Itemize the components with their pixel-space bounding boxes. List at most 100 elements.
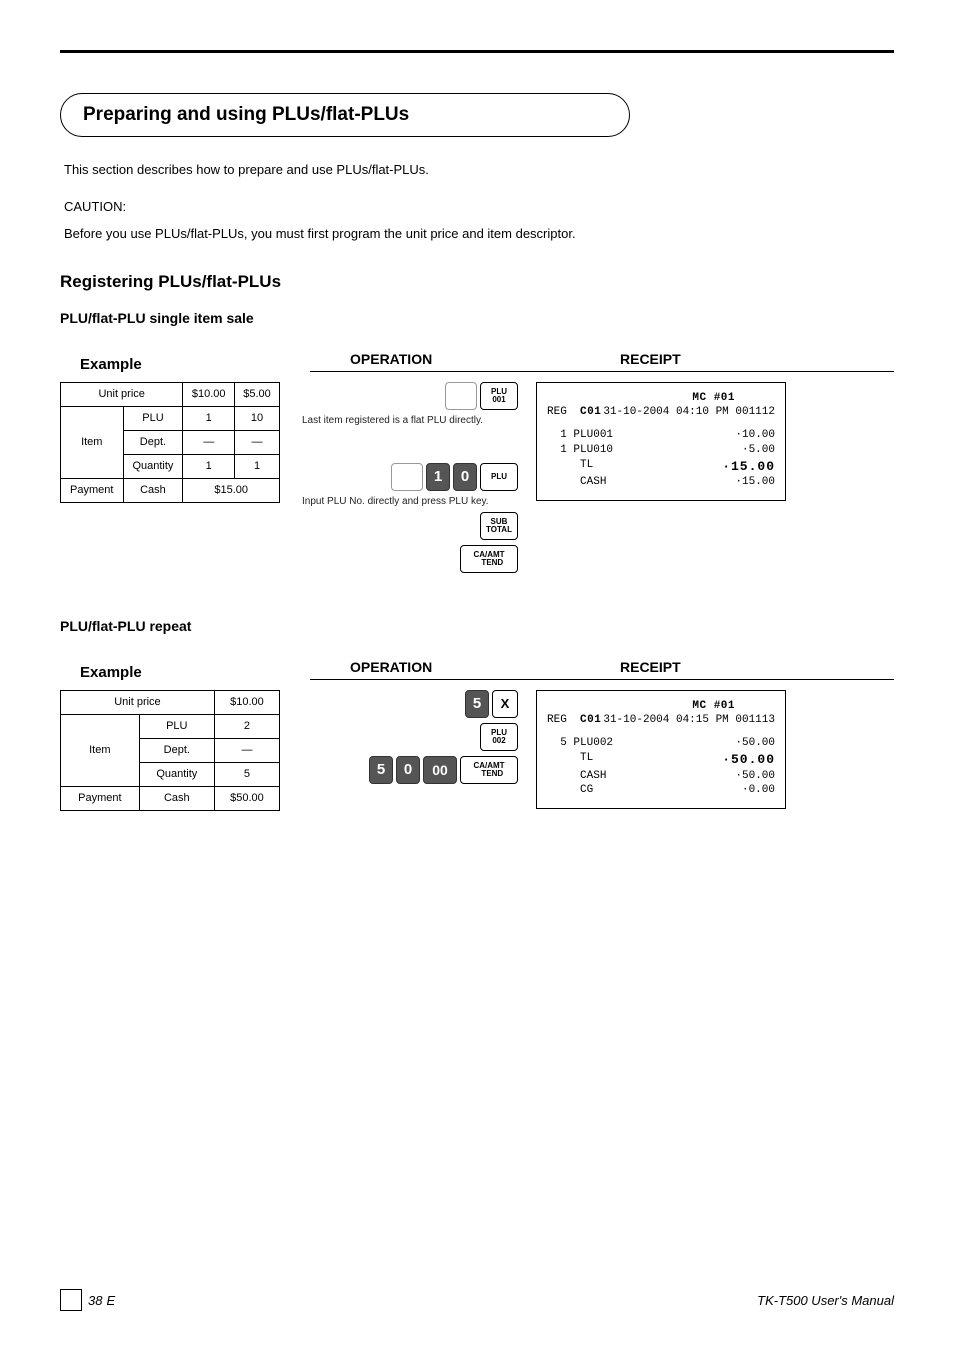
receipt-qty: 5 — [547, 737, 567, 749]
cell: Unit price — [61, 382, 183, 406]
op-line: PLU 002 — [298, 723, 518, 751]
cell: 10 — [235, 406, 280, 430]
cell: — — [235, 430, 280, 454]
receipt-cash-amt: ·50.00 — [735, 769, 775, 784]
op-note: Last item registered is a flat PLU direc… — [302, 415, 518, 427]
blank-key[interactable] — [391, 463, 423, 491]
cell: — — [183, 430, 235, 454]
op-note: Input PLU No. directly and press PLU key… — [302, 496, 518, 508]
receipt-mc: MC #01 — [547, 699, 775, 714]
caution-label: CAUTION: — [64, 199, 126, 214]
digit-5-key[interactable]: 5 — [369, 756, 393, 784]
subsection-a: PLU/flat-PLU single item sale — [60, 310, 894, 326]
receipt-qty: 1 — [547, 444, 567, 456]
page-footer: 38 E TK-T500 User's Manual — [60, 1289, 894, 1311]
operation-header: OPERATION — [310, 659, 540, 675]
op-line: 5 0 00 CA/AMT TEND — [298, 756, 518, 784]
op-line: 5 X — [298, 690, 518, 718]
data-table-1: Unit price $10.00 $5.00 Item PLU 1 10 De… — [60, 382, 280, 503]
multiply-key[interactable]: X — [492, 690, 518, 718]
cell: 1 — [183, 454, 235, 478]
cell: Cash — [139, 786, 214, 810]
subtotal-key[interactable]: SUB TOTAL — [480, 512, 518, 540]
cell: — — [214, 738, 279, 762]
cell: 5 — [214, 762, 279, 786]
cell: 1 — [235, 454, 280, 478]
receipt-item: PLU002 — [573, 737, 613, 749]
section-rule-1 — [310, 371, 894, 372]
receipt-cash: CASH ·50.00 — [547, 769, 775, 784]
cell: Item — [61, 406, 124, 478]
ca-amt-tend-key[interactable]: CA/AMT TEND — [460, 545, 518, 573]
receipt-cash-label: CASH — [580, 770, 606, 782]
digit-5-key[interactable]: 5 — [465, 690, 489, 718]
section-rule-2 — [310, 679, 894, 680]
page-title-bubble: Preparing and using PLUs/flat-PLUs — [60, 93, 630, 137]
cell: $10.00 — [183, 382, 235, 406]
receipt-amt: ·10.00 — [735, 428, 775, 443]
cell: Quantity — [139, 762, 214, 786]
receipt-tl: TL ·50.00 — [547, 751, 775, 769]
receipt-cash: CASH ·15.00 — [547, 475, 775, 490]
receipt-line: 1 PLU001 ·10.00 — [547, 428, 775, 443]
receipt-clerk: C01 — [580, 406, 601, 418]
receipt-tl-amt: ·15.00 — [722, 458, 775, 476]
cell: Item — [61, 714, 140, 786]
receipt-reg: REG — [547, 406, 567, 418]
intro-block: This section describes how to prepare an… — [60, 161, 894, 244]
table-row: Unit price $10.00 $5.00 — [61, 382, 280, 406]
op-line: CA/AMT TEND — [298, 545, 518, 573]
digit-1-key[interactable]: 1 — [426, 463, 450, 491]
cell: $5.00 — [235, 382, 280, 406]
blank-key[interactable] — [445, 382, 477, 410]
cell: Payment — [61, 786, 140, 810]
cell: PLU — [123, 406, 183, 430]
intro-caution: CAUTION: — [64, 198, 894, 217]
receipt-tl-label: TL — [580, 459, 593, 471]
plu001-key[interactable]: PLU 001 — [480, 382, 518, 410]
receipt-1: MC #01 REG C01 31-10-2004 04:10 PM 00111… — [536, 382, 786, 502]
receipt-amt: ·50.00 — [735, 736, 775, 751]
cell: Cash — [123, 478, 183, 502]
example-row-1: Unit price $10.00 $5.00 Item PLU 1 10 De… — [60, 382, 894, 578]
table-row: Unit price $10.00 — [61, 690, 280, 714]
column-headers-1: OPERATION RECEIPT — [310, 351, 894, 367]
cell: $10.00 — [214, 690, 279, 714]
page-number: 38 — [88, 1293, 102, 1308]
digit-00-key[interactable]: 00 — [423, 756, 457, 784]
digit-0-key[interactable]: 0 — [396, 756, 420, 784]
receipt-reg: REG — [547, 714, 567, 726]
subsection-b: PLU/flat-PLU repeat — [60, 618, 894, 634]
ca-amt-tend-key[interactable]: CA/AMT TEND — [460, 756, 518, 784]
receipt-cash-label: CASH — [580, 476, 606, 488]
plu002-key[interactable]: PLU 002 — [480, 723, 518, 751]
receipt-cg-amt: ·0.00 — [742, 783, 775, 798]
plu-key[interactable]: PLU — [480, 463, 518, 491]
section-header: Registering PLUs/flat-PLUs — [60, 272, 894, 292]
operation-col-2: 5 X PLU 002 5 0 00 CA/AMT TEND — [298, 690, 518, 789]
operation-header: OPERATION — [310, 351, 540, 367]
top-rule — [60, 50, 894, 53]
receipt-header-row: REG C01 31-10-2004 04:10 PM 001112 — [547, 405, 775, 420]
receipt-mc: MC #01 — [547, 391, 775, 406]
example-row-2: Unit price $10.00 Item PLU 2 Dept. — Qua… — [60, 690, 894, 811]
cell: 2 — [214, 714, 279, 738]
intro-text: This section describes how to prepare an… — [64, 161, 894, 180]
receipt-item: PLU001 — [573, 429, 613, 441]
page-title: Preparing and using PLUs/flat-PLUs — [83, 104, 409, 125]
cell: Quantity — [123, 454, 183, 478]
footer-left-text: E — [106, 1293, 115, 1308]
cell: 1 — [183, 406, 235, 430]
receipt-2: MC #01 REG C01 31-10-2004 04:15 PM 00111… — [536, 690, 786, 810]
digit-0-key[interactable]: 0 — [453, 463, 477, 491]
page-root: Preparing and using PLUs/flat-PLUs This … — [0, 0, 954, 851]
op-line: PLU 001 — [298, 382, 518, 410]
receipt-header: RECEIPT — [620, 351, 780, 367]
receipt-header-row: REG C01 31-10-2004 04:15 PM 001113 — [547, 713, 775, 728]
cell: Dept. — [139, 738, 214, 762]
table-row: Item PLU 2 — [61, 714, 280, 738]
cell: $50.00 — [214, 786, 279, 810]
page-number-box — [60, 1289, 82, 1311]
op-line: 1 0 PLU — [298, 463, 518, 491]
table-row: Payment Cash $50.00 — [61, 786, 280, 810]
